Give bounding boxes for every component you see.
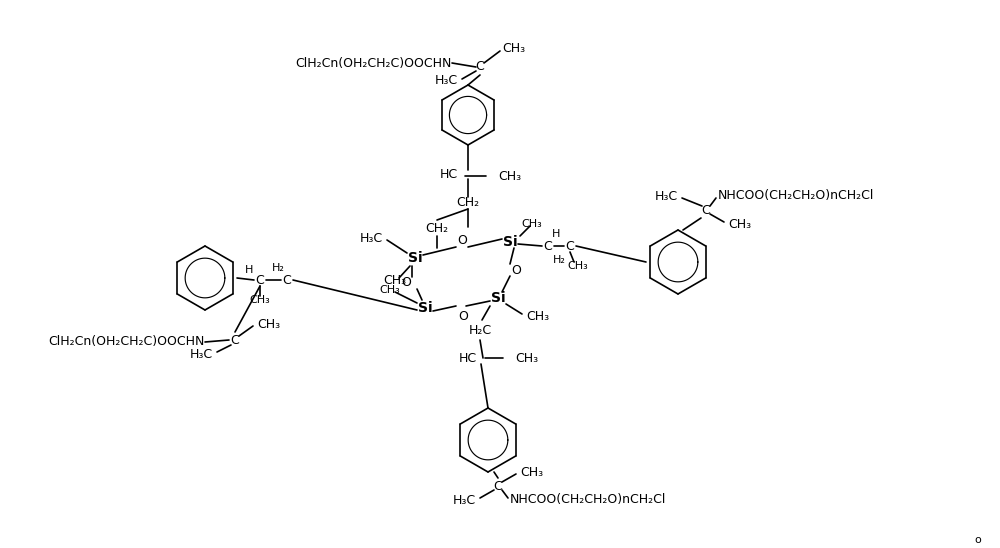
Text: H₃C: H₃C bbox=[453, 494, 476, 506]
Text: C: C bbox=[544, 239, 552, 253]
Text: C: C bbox=[566, 239, 574, 253]
Text: o: o bbox=[975, 535, 981, 545]
Text: O: O bbox=[401, 277, 411, 289]
Text: CH₃: CH₃ bbox=[728, 218, 751, 231]
Text: H₂C: H₂C bbox=[468, 323, 492, 336]
Text: O: O bbox=[458, 311, 468, 323]
Text: CH₃: CH₃ bbox=[502, 43, 525, 55]
Text: Si: Si bbox=[503, 235, 517, 249]
Text: CH₃: CH₃ bbox=[515, 351, 538, 364]
Text: ClH₂Cn(OH₂CH₂C)OOCHN: ClH₂Cn(OH₂CH₂C)OOCHN bbox=[296, 56, 452, 70]
Text: H₂: H₂ bbox=[553, 255, 565, 265]
Text: Si: Si bbox=[491, 291, 505, 305]
Text: H: H bbox=[245, 265, 253, 275]
Text: H₃C: H₃C bbox=[655, 190, 678, 203]
Text: HC: HC bbox=[440, 168, 458, 181]
Text: CH₃: CH₃ bbox=[520, 465, 543, 478]
Text: O: O bbox=[457, 233, 467, 247]
Text: Si: Si bbox=[418, 301, 432, 315]
Text: CH₂: CH₂ bbox=[425, 221, 449, 235]
Text: H: H bbox=[552, 229, 560, 239]
Text: H₃C: H₃C bbox=[190, 347, 213, 361]
Text: CH₃: CH₃ bbox=[250, 295, 270, 305]
Text: CH₃: CH₃ bbox=[498, 169, 521, 182]
Text: CH₃: CH₃ bbox=[568, 261, 588, 271]
Text: C: C bbox=[256, 273, 264, 287]
Text: C: C bbox=[231, 334, 239, 346]
Text: C: C bbox=[283, 273, 291, 287]
Text: CH₂: CH₂ bbox=[456, 197, 480, 209]
Text: CH₃: CH₃ bbox=[522, 219, 542, 229]
Text: C: C bbox=[494, 480, 502, 493]
Text: CH₃: CH₃ bbox=[380, 285, 400, 295]
Text: HC: HC bbox=[459, 351, 477, 364]
Text: H₃C: H₃C bbox=[435, 75, 458, 88]
Text: NHCOO(CH₂CH₂O)nCH₂Cl: NHCOO(CH₂CH₂O)nCH₂Cl bbox=[718, 190, 874, 203]
Text: NHCOO(CH₂CH₂O)nCH₂Cl: NHCOO(CH₂CH₂O)nCH₂Cl bbox=[510, 494, 666, 506]
Text: ClH₂Cn(OH₂CH₂C)OOCHN: ClH₂Cn(OH₂CH₂C)OOCHN bbox=[49, 335, 205, 349]
Text: CH₃: CH₃ bbox=[526, 310, 549, 323]
Text: CH₃: CH₃ bbox=[257, 317, 280, 330]
Text: H₂: H₂ bbox=[272, 263, 284, 273]
Text: H₃C: H₃C bbox=[360, 231, 383, 244]
Text: CH₃: CH₃ bbox=[383, 273, 407, 287]
Text: C: C bbox=[476, 60, 484, 73]
Text: Si: Si bbox=[408, 251, 422, 265]
Text: C: C bbox=[702, 203, 710, 216]
Text: O: O bbox=[511, 264, 521, 277]
